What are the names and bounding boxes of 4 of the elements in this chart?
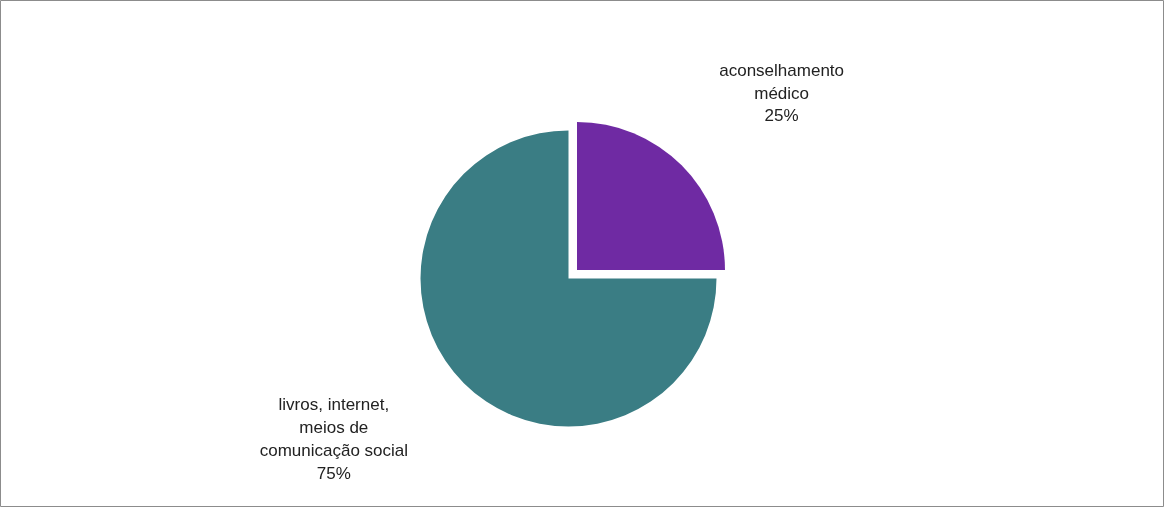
- slice-label: livros, internet, meios de comunicação social: [259, 395, 409, 460]
- data-label: 75%: [316, 463, 351, 483]
- data-label: 25%: [764, 106, 799, 126]
- slice-label: aconselhamento médico: [719, 60, 845, 103]
